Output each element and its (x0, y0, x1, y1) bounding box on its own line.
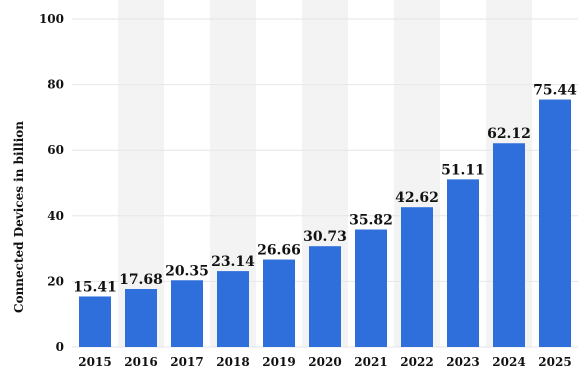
data-label-2017: 20.35 (165, 263, 209, 279)
x-tick-label-2025: 2025 (538, 355, 571, 369)
x-tick-label-2017: 2017 (170, 355, 203, 369)
bar-2022 (401, 207, 433, 347)
y-tick-label: 60 (47, 143, 64, 157)
bar-2025 (539, 99, 571, 348)
x-tick-label-2020: 2020 (308, 355, 341, 369)
y-axis-label: Connected Devices in billion (12, 121, 26, 313)
y-tick-label: 40 (47, 209, 64, 223)
data-label-2024: 62.12 (487, 126, 531, 142)
bar-2023 (447, 179, 479, 347)
bar-2018 (217, 271, 249, 347)
x-tick-label-2022: 2022 (400, 355, 433, 369)
data-label-2025: 75.44 (533, 83, 577, 99)
y-tick-label: 100 (39, 12, 64, 26)
data-label-2023: 51.11 (441, 162, 485, 178)
bar-2017 (171, 280, 203, 347)
data-label-2019: 26.66 (257, 243, 301, 259)
bar-2019 (263, 259, 295, 347)
x-tick-label-2023: 2023 (446, 355, 479, 369)
x-tick-label-2019: 2019 (262, 355, 295, 369)
x-tick-label-2021: 2021 (354, 355, 387, 369)
y-tick-label: 0 (56, 340, 64, 354)
data-label-2021: 35.82 (349, 213, 393, 229)
x-axis-ticks: 2015 2016 2017 2018 2019 2020 2021 2022 2023 2024… (78, 355, 571, 369)
bar-2024 (493, 143, 525, 347)
y-tick-label: 80 (47, 78, 64, 92)
data-labels: 15.41 17.6820.3523.1426.6630.7335.8242.62… (73, 83, 577, 296)
bar-2020 (309, 246, 341, 347)
x-tick-label-2024: 2024 (492, 355, 525, 369)
x-tick-label-2018: 2018 (216, 355, 249, 369)
bar-2021 (355, 229, 387, 347)
bar-2015 (79, 296, 111, 347)
data-label-2016: 17.68 (119, 272, 163, 288)
data-label-2018: 23.14 (211, 254, 255, 270)
x-tick-label-2015: 2015 (78, 355, 111, 369)
x-tick-label-2016: 2016 (124, 355, 157, 369)
data-label-2022: 42.62 (395, 190, 439, 206)
data-label-2015: 15.41 (73, 279, 117, 295)
bars (79, 99, 571, 348)
data-label-2020: 30.73 (303, 229, 347, 245)
y-tick-label: 20 (47, 274, 64, 288)
y-axis-ticks: 0 20 40 60 80 100 (39, 12, 64, 354)
bar-2016 (125, 289, 157, 347)
